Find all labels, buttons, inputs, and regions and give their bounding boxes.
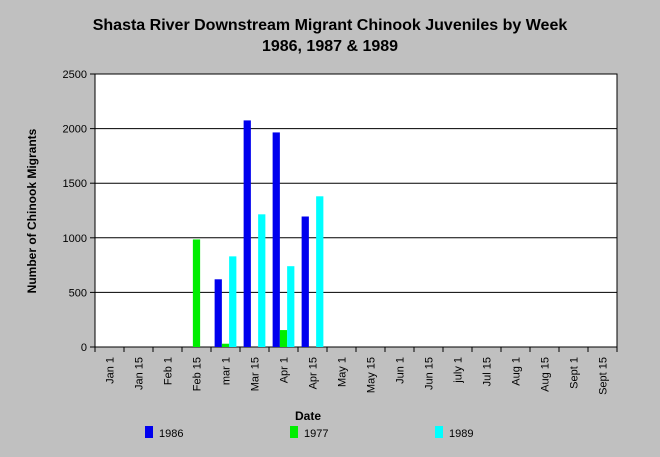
x-axis: Jan 1 Jan 15 Feb 1 Feb 15 mar 1 Mar 15 Apr 1 Ap… bbox=[94, 347, 618, 395]
x-tick-label: Feb 1 bbox=[163, 357, 175, 385]
bar-1977-3 bbox=[192, 239, 201, 347]
x-tick-label: Sept 1 bbox=[569, 357, 581, 389]
x-axis-label: Date bbox=[295, 409, 321, 423]
y-axis-label: Number of Chinook Migrants bbox=[25, 128, 39, 293]
y-axis: 0 500 1000 1500 2000 2500 bbox=[63, 69, 95, 354]
legend-label-1977: 1977 bbox=[304, 428, 328, 440]
bar-1989-6 bbox=[287, 266, 295, 347]
x-tick-label: july 1 bbox=[453, 357, 465, 384]
y-tick-label: 500 bbox=[69, 287, 87, 299]
plot-area bbox=[94, 73, 618, 348]
x-tick-label: May 15 bbox=[366, 357, 378, 393]
x-tick-label: May 1 bbox=[337, 357, 349, 387]
x-tick-label: Sept 15 bbox=[598, 357, 610, 395]
bar-1989-4 bbox=[229, 256, 237, 347]
bar-1977-6 bbox=[279, 330, 288, 347]
x-tick-label: Jul 15 bbox=[482, 357, 494, 386]
y-tick-label: 0 bbox=[81, 342, 87, 354]
x-tick-label: Aug 1 bbox=[511, 357, 523, 386]
y-tick-label: 2500 bbox=[63, 69, 87, 81]
legend-label-1986: 1986 bbox=[159, 428, 183, 440]
x-tick-label: Apr 1 bbox=[279, 357, 291, 383]
bar-1977-4 bbox=[221, 343, 230, 347]
legend-swatch-1977 bbox=[290, 426, 298, 438]
chart-title-line-1: Shasta River Downstream Migrant Chinook … bbox=[93, 17, 568, 34]
x-tick-label: Jan 15 bbox=[134, 357, 146, 390]
y-tick-label: 1000 bbox=[63, 233, 87, 245]
bar-1986-6 bbox=[272, 132, 280, 347]
x-tick-label: Aug 15 bbox=[540, 357, 552, 392]
x-tick-label: Feb 15 bbox=[192, 357, 204, 391]
x-tick-label: Apr 15 bbox=[308, 357, 320, 389]
bar-1986-5 bbox=[243, 120, 251, 347]
bars bbox=[192, 120, 324, 347]
grid-lines bbox=[95, 73, 617, 293]
x-tick-label: Mar 15 bbox=[250, 357, 262, 391]
bar-1986-7 bbox=[301, 216, 309, 347]
x-tick-label: Jan 1 bbox=[105, 357, 117, 384]
y-tick-label: 2000 bbox=[63, 124, 87, 136]
y-tick-label: 1500 bbox=[63, 178, 87, 190]
legend-swatch-1989 bbox=[435, 426, 443, 438]
bar-1986-4 bbox=[214, 279, 222, 347]
legend-swatch-1986 bbox=[145, 426, 153, 438]
legend-label-1989: 1989 bbox=[449, 428, 473, 440]
bar-1989-7 bbox=[316, 196, 324, 347]
chart-title-line-2: 1986, 1987 & 1989 bbox=[262, 38, 398, 55]
x-tick-label: Jun 1 bbox=[395, 357, 407, 384]
legend: 1986 1977 1989 bbox=[145, 426, 473, 440]
x-tick-label: mar 1 bbox=[221, 357, 233, 385]
x-tick-label: Jun 15 bbox=[424, 357, 436, 390]
bar-1989-5 bbox=[258, 214, 266, 347]
